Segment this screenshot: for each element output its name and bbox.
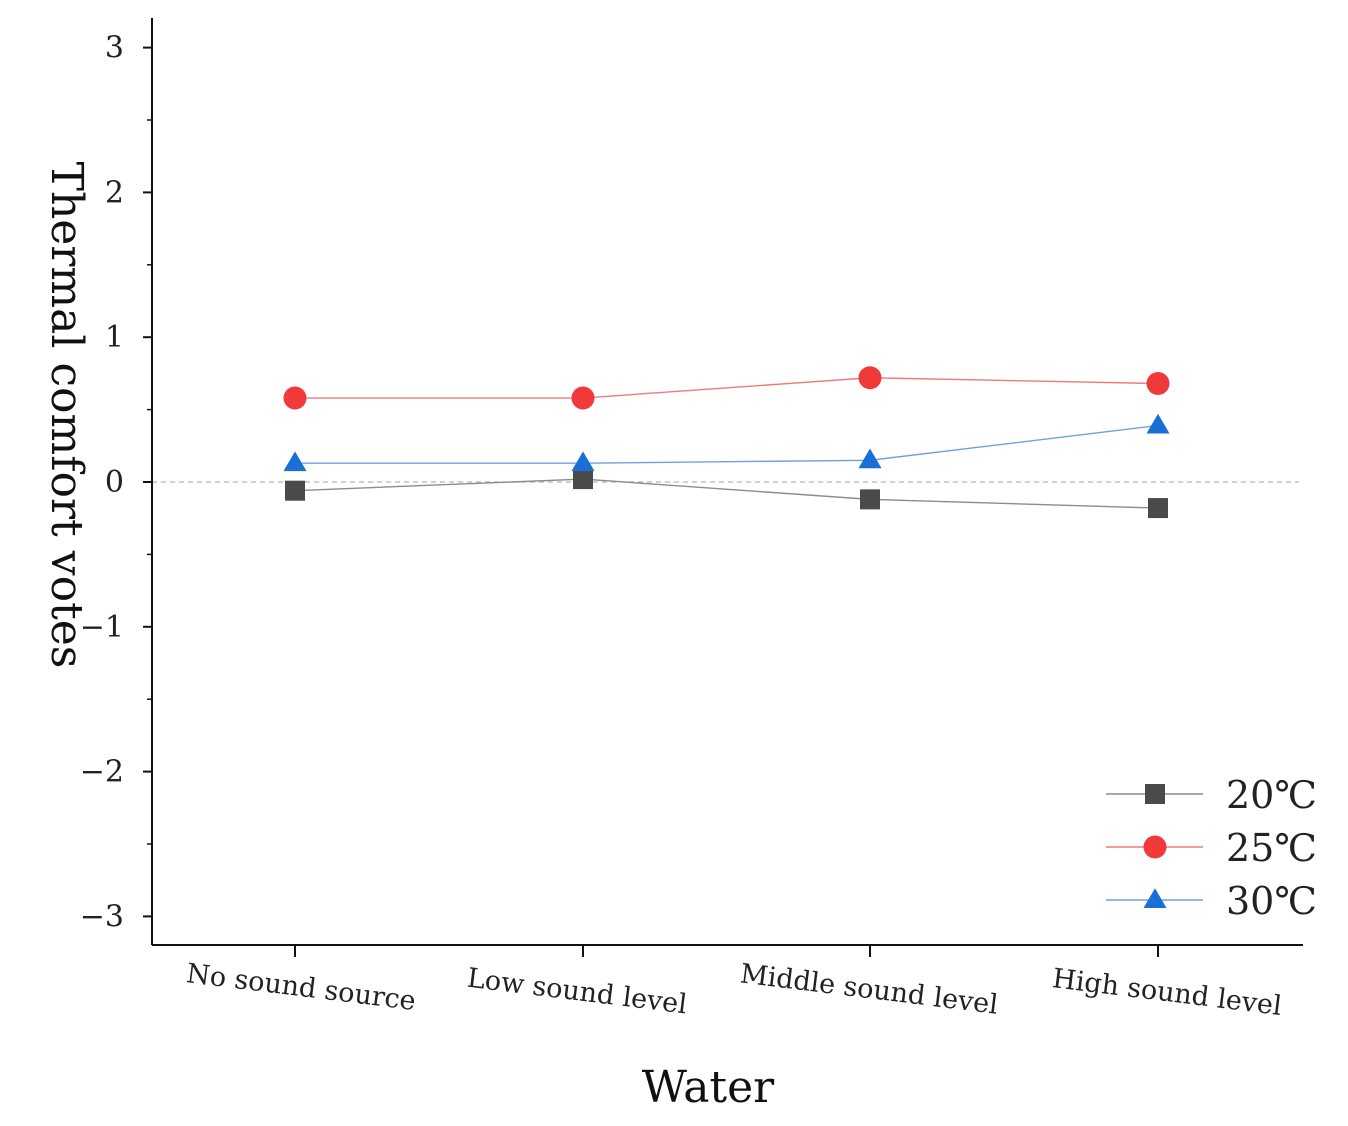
data-point-2-2 — [858, 448, 882, 469]
legend-marker — [1145, 784, 1165, 804]
legend: 20℃ 25℃ 30℃ — [1106, 773, 1317, 923]
legend-marker — [1143, 835, 1167, 859]
axes: −3 −2 −1 0 1 2 3 No sound source Low sound level… — [80, 18, 1303, 1022]
data-point-1-1 — [571, 386, 595, 410]
legend-label: 30℃ — [1226, 879, 1317, 923]
data-point-0-0 — [285, 480, 305, 501]
x-tick-label: Low sound level — [465, 963, 688, 1021]
legend-label: 25℃ — [1226, 826, 1317, 870]
series-line-1 — [295, 377, 1159, 399]
x-tick-label: No sound source — [185, 958, 418, 1017]
data-point-0-2 — [860, 489, 880, 510]
y-tick-label: 0 — [105, 465, 124, 500]
series-layer — [283, 366, 1170, 519]
data-point-2-3 — [1146, 413, 1170, 434]
y-tick-label: 3 — [105, 31, 124, 66]
y-axis-title: Thermal comfort votes — [41, 162, 92, 669]
data-point-2-0 — [283, 451, 307, 472]
data-point-2-1 — [571, 451, 595, 472]
y-tick-label: −3 — [80, 899, 124, 934]
y-tick-label: 1 — [105, 320, 124, 355]
legend-marker — [1143, 888, 1167, 908]
y-tick-label: −2 — [80, 755, 124, 790]
x-axis-title: Water — [642, 1062, 775, 1113]
data-point-1-3 — [1146, 372, 1170, 396]
y-tick-label: −1 — [80, 610, 124, 645]
series-line-0 — [294, 478, 1159, 509]
x-tick-label: Middle sound level — [738, 958, 999, 1020]
legend-label: 20℃ — [1226, 773, 1317, 817]
data-point-0-1 — [573, 469, 593, 490]
series-line-2 — [295, 424, 1159, 464]
data-point-1-0 — [283, 386, 307, 410]
data-point-1-2 — [858, 366, 882, 390]
x-tick-label: High sound level — [1051, 963, 1284, 1022]
y-tick-label: 2 — [105, 175, 124, 210]
data-point-0-3 — [1148, 498, 1168, 519]
